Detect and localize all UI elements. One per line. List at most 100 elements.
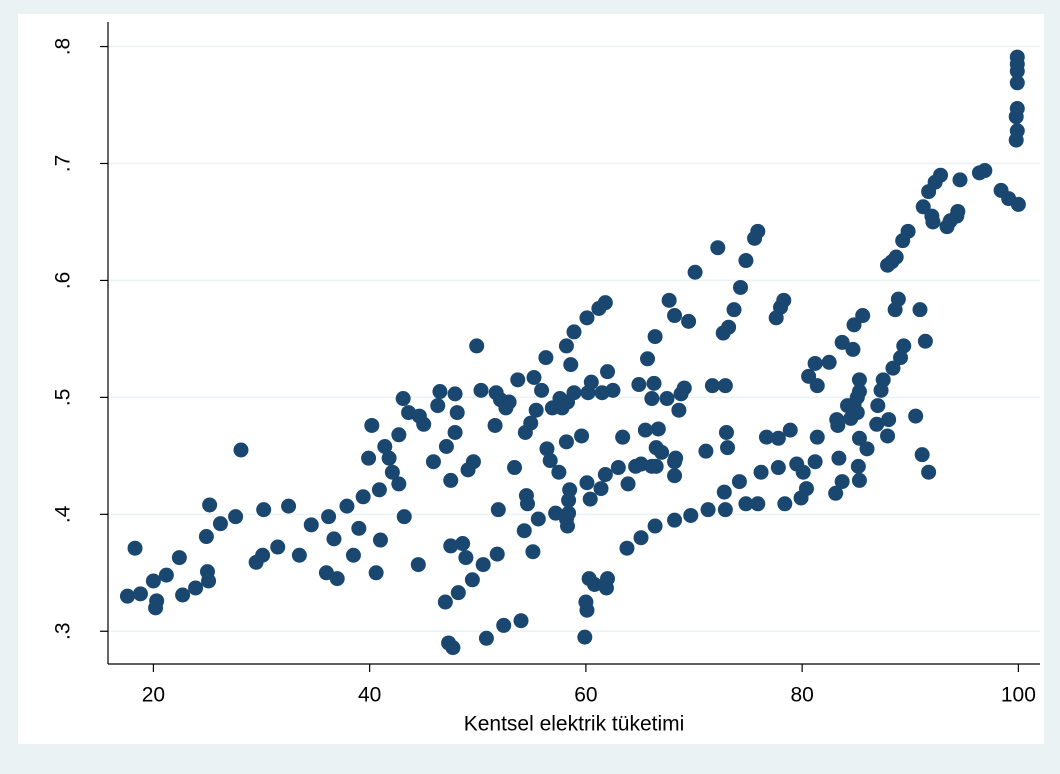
point [579,602,595,618]
point [321,509,337,525]
x-tick-label: 80 [790,684,813,707]
point [583,374,599,390]
point [750,496,766,512]
point [416,416,432,432]
point [1009,63,1025,79]
point [395,391,411,407]
point [597,467,613,483]
point [443,538,459,554]
point [850,458,866,474]
point [303,517,319,533]
y-tick-label: .3 [52,622,75,640]
point [566,385,582,401]
point [610,460,626,476]
point [888,249,904,265]
point [539,441,555,457]
point [579,310,595,326]
point [933,167,949,183]
point [410,557,426,573]
point [510,372,526,388]
point [525,544,541,560]
point [770,460,786,476]
point [831,450,847,466]
point [834,334,850,350]
point [676,380,692,396]
point [750,223,766,239]
point [430,398,446,414]
point [620,476,636,492]
point [127,540,143,556]
point [513,613,529,629]
point [329,571,345,587]
point [716,484,732,500]
point [851,472,867,488]
point [950,203,966,219]
point [443,472,459,488]
point [368,565,384,581]
x-axis-label: Kentsel elektrik tüketimi [464,713,685,736]
point [475,557,491,573]
point [637,422,653,438]
point [914,447,930,463]
point [667,512,683,528]
point [455,536,471,552]
point [145,573,161,589]
point [977,163,993,179]
point [859,441,875,457]
point [890,291,906,307]
point [668,450,684,466]
point [563,357,579,373]
point [681,313,697,329]
point [198,529,214,545]
point [558,338,574,354]
point [345,547,361,563]
point [202,497,218,513]
point [896,338,912,354]
point [647,518,663,534]
point [425,454,441,470]
y-tick-label: .7 [52,155,75,173]
point [551,464,567,480]
point [270,539,286,555]
point [437,594,453,610]
point [396,509,412,525]
point [561,505,577,521]
point [528,402,544,418]
point [795,464,811,480]
point [450,585,466,601]
point [233,442,249,458]
point [593,481,609,497]
point [851,372,867,388]
point [880,428,896,444]
point [212,516,228,532]
point [465,454,481,470]
point [148,600,164,616]
point [255,547,271,563]
point [490,502,506,518]
point [952,172,968,188]
point [885,360,901,376]
point [908,408,924,424]
point [381,450,397,466]
point [520,496,536,512]
point [291,547,307,563]
point [507,460,523,476]
point [355,489,371,505]
point [605,382,621,398]
point [900,223,916,239]
point [256,502,272,518]
x-tick-label: 60 [574,684,597,707]
point [478,630,494,646]
point [646,375,662,391]
x-tick-label: 20 [142,684,165,707]
point [158,567,174,583]
point [698,443,714,459]
y-tick-label: .6 [52,272,75,290]
point [648,458,664,474]
point [587,576,603,592]
point [733,279,749,295]
point [770,430,786,446]
point [188,580,204,596]
point [640,351,656,367]
point [798,481,814,497]
